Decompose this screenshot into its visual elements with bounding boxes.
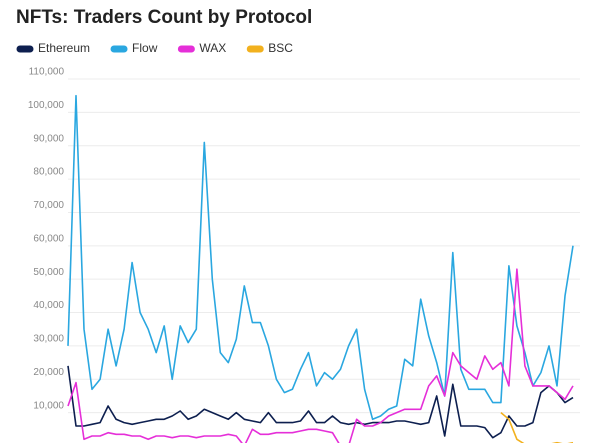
series-line [67,365,574,439]
legend-label: Ethereum [38,41,90,55]
legend-label: BSC [268,41,293,55]
y-tick-label: 20,000 [33,367,64,378]
series-line [500,411,574,443]
y-tick-label: 10,000 [33,400,64,411]
y-tick-label: 30,000 [33,334,64,345]
y-tick-label: 50,000 [33,267,64,278]
y-tick-label: 80,000 [33,167,64,178]
legend-label: WAX [199,41,226,55]
y-tick-label: 60,000 [33,233,64,244]
y-tick-label: 70,000 [33,200,64,211]
series-line [67,268,574,443]
chart-title: NFTs: Traders Count by Protocol [16,7,312,28]
y-tick-label: 110,000 [29,67,65,78]
y-tick-label: 40,000 [33,300,64,311]
legend-label: Flow [132,41,158,55]
series-line [67,94,574,421]
y-tick-label: 100,000 [28,100,65,111]
y-tick-label: 90,000 [33,133,64,144]
